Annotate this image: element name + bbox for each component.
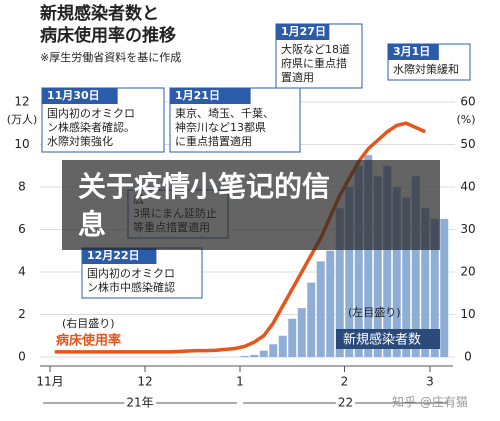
- bar: [392, 187, 401, 357]
- x-tick-label: 12: [137, 375, 152, 389]
- banner-text: 关于疫情小笔记的信息: [78, 170, 331, 241]
- annotation-text: 水際対策強化: [47, 134, 113, 148]
- y-axis-label: (万人): [7, 113, 38, 126]
- annotation-text: ン株市中感染確認: [87, 280, 175, 294]
- bar: [440, 218, 449, 357]
- annotation-date: 11月30日: [47, 89, 100, 102]
- bar: [411, 176, 420, 357]
- annotation-header: [42, 88, 118, 104]
- legend-box: [336, 329, 440, 349]
- bar: [288, 318, 297, 357]
- bar: [269, 344, 278, 357]
- bar: [316, 261, 325, 357]
- y-tick-label: 10: [14, 137, 29, 151]
- y-tick-label: 2: [18, 307, 26, 321]
- bar: [278, 335, 287, 357]
- bar: [402, 197, 411, 357]
- annotation-header: [170, 88, 251, 104]
- annotation-text: 大阪など18道: [281, 42, 350, 56]
- bar: [430, 218, 439, 357]
- annotation-header: [82, 248, 157, 264]
- x-group-label: 22: [338, 396, 353, 410]
- y2-tick-label: 0: [464, 350, 472, 364]
- annotation-text: 水際対策緩和: [393, 62, 459, 76]
- bar: [373, 176, 382, 357]
- x-tick-label: 11月: [36, 375, 63, 389]
- bar: [259, 350, 268, 357]
- annotation-text: 国内初のオミクロ: [47, 106, 135, 120]
- y-tick-label: 12: [14, 95, 29, 109]
- chart-title: 新規感染者数と: [40, 3, 159, 24]
- x-tick-label: 1: [236, 375, 244, 389]
- legend-note: (右目盛り): [62, 316, 115, 330]
- chart-title: 病床使用率の推移: [40, 25, 176, 46]
- y2-tick-label: 20: [460, 265, 475, 279]
- y-tick-label: 6: [18, 222, 26, 236]
- annotation-header: [276, 24, 330, 40]
- bar: [364, 155, 373, 357]
- annotation-text: 府県に重点措: [281, 56, 347, 70]
- annotation-date: 1月21日: [175, 89, 220, 102]
- x-tick-label: 3: [426, 375, 434, 389]
- x-tick-label: 2: [341, 375, 349, 389]
- y2-tick-label: 60: [460, 95, 475, 109]
- chart-subtitle: ※厚生労働省資料を基に作成: [40, 50, 181, 64]
- legend-label: 新規感染者数: [343, 332, 421, 348]
- annotation-date: 1月27日: [281, 25, 326, 38]
- y-tick-label: 4: [18, 265, 26, 279]
- y2-tick-label: 30: [460, 222, 475, 236]
- bar: [307, 282, 316, 357]
- annotation-text: に重点措置適用: [175, 134, 252, 148]
- bar: [345, 187, 354, 357]
- watermark: 知乎 @庄有猫: [392, 395, 468, 409]
- bar: [421, 208, 430, 357]
- annotation-text: 置適用: [281, 70, 314, 84]
- bar: [297, 308, 306, 357]
- x-group-label: 21年: [126, 396, 153, 410]
- y2-tick-label: 40: [460, 180, 475, 194]
- legend-note: (左目盛り): [348, 305, 401, 319]
- bar: [335, 208, 344, 357]
- annotation-date: 3月1日: [393, 45, 430, 58]
- legend-label: 病床使用率: [56, 333, 121, 349]
- y2-tick-label: 10: [460, 307, 475, 321]
- annotation-date: 12月22日: [87, 249, 140, 262]
- annotation-text: 神奈川など13都県: [175, 120, 266, 134]
- y2-tick-label: 50: [460, 137, 475, 151]
- bar: [240, 355, 249, 357]
- bar: [326, 250, 335, 357]
- bar: [354, 165, 363, 357]
- banner: 关于疫情小笔记的信息: [62, 160, 440, 250]
- annotation-text: ン株感染者確認。: [47, 120, 135, 134]
- annotation-header: [388, 44, 439, 60]
- annotation-text: 国内初のオミクロ: [87, 266, 175, 280]
- line: [54, 121, 426, 354]
- bar: [383, 165, 392, 357]
- annotation-text: 東京、埼玉、千葉、: [175, 106, 274, 120]
- y-tick-label: 8: [18, 180, 26, 194]
- y-tick-label: 0: [18, 350, 26, 364]
- y2-axis-label: (%): [456, 113, 475, 126]
- bar: [250, 354, 259, 357]
